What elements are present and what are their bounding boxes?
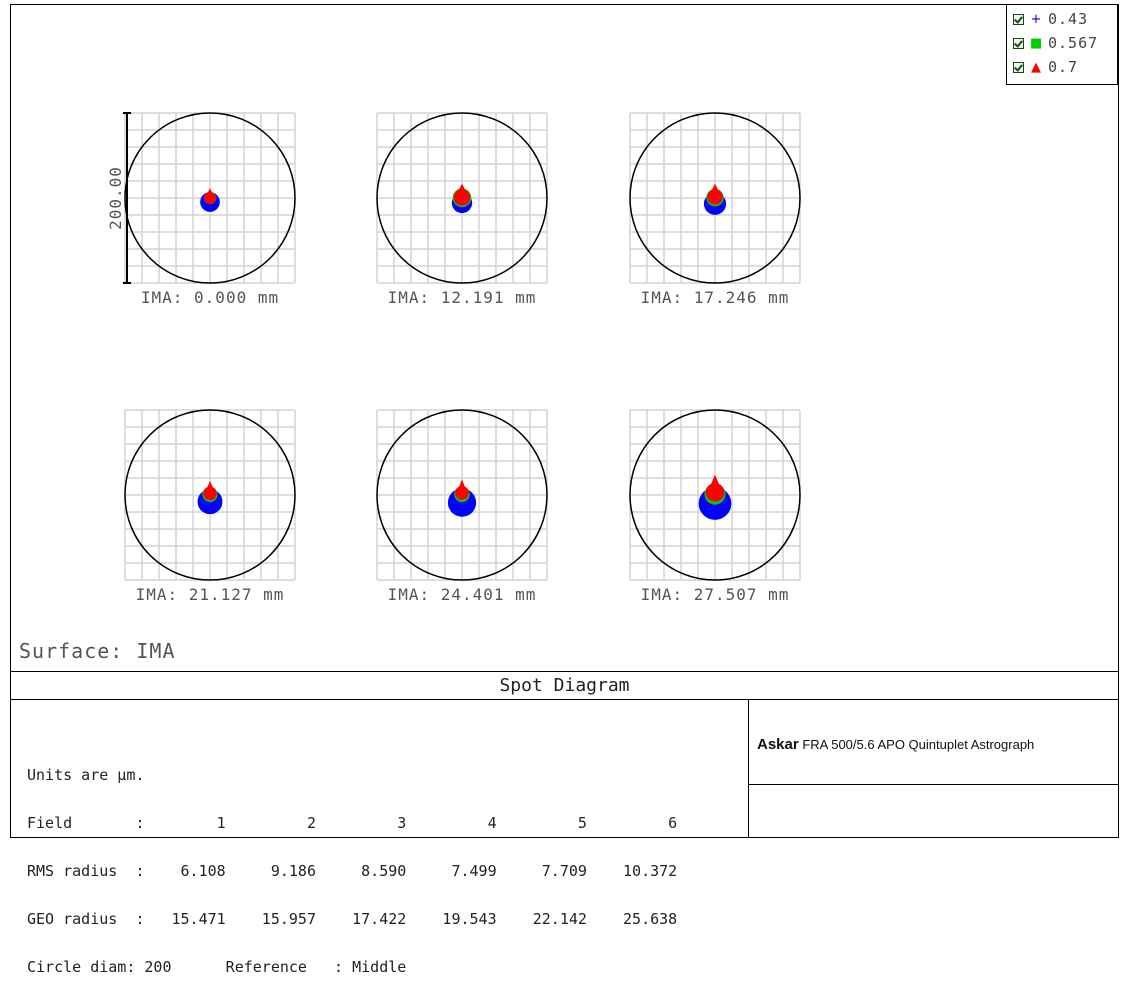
field-label: IMA: 24.401 mm [388,585,537,604]
reference-circle [376,112,548,284]
plus-marker-icon: + [1030,11,1042,27]
spot-red-flare [457,183,467,193]
field-label: IMA: 17.246 mm [641,288,790,307]
surface-label: Surface: IMA [19,639,176,663]
spot-red [453,189,471,206]
legend-label: 0.43 [1048,10,1089,28]
legend-label: 0.567 [1048,34,1099,52]
brand-label: Askar FRA 500/5.6 APO Quintuplet Astrogr… [757,736,1034,753]
legend-checkbox[interactable] [1013,13,1024,25]
legend-item-0.7[interactable]: ▲ 0.7 [1013,56,1078,78]
triangle-marker-icon: ▲ [1031,59,1041,75]
spot-red [204,192,216,204]
geo-radius-row: GEO radius : 15.471 15.957 17.422 19.543… [27,910,678,928]
spot-red [705,483,725,502]
legend-checkbox[interactable] [1013,61,1024,73]
spot-red [707,189,723,205]
brand-logo: Askar [757,736,799,753]
square-marker-icon: ■ [1030,35,1043,51]
legend-label: 0.7 [1048,58,1079,76]
units-line: Units are µm. [27,766,145,784]
rms-radius-row: RMS radius : 6.108 9.186 8.590 7.499 7.7… [27,862,678,880]
field-label: IMA: 27.507 mm [641,585,790,604]
spot-red-flare [206,481,214,490]
stats-block: Units are µm. Field : 1 2 3 4 5 6 RMS ra… [27,735,677,1007]
legend-checkbox[interactable] [1013,37,1024,49]
field-label: IMA: 21.127 mm [136,585,285,604]
field-label: IMA: 0.000 mm [141,288,279,307]
scale-bar-label: 200.00 [106,166,125,230]
brand-cell: Askar FRA 500/5.6 APO Quintuplet Astrogr… [749,700,1119,785]
legend-item-0.43[interactable]: + 0.43 [1013,8,1088,30]
reference-circle [124,112,296,284]
product-name: FRA 500/5.6 APO Quintuplet Astrograph [798,737,1035,752]
field-label: IMA: 12.191 mm [388,288,537,307]
spot-red [203,486,217,501]
reference-circle [629,409,801,581]
legend-item-0.567[interactable]: ■ 0.567 [1013,32,1098,54]
circle-reference-line: Circle diam: 200 Reference : Middle [27,958,407,976]
spot-red [455,485,469,500]
reference-circle [629,112,801,284]
spot-red-flare [458,479,466,489]
spot-red-flare [206,188,214,195]
info-panel: Spot Diagram Units are µm. Field : 1 2 3… [11,671,1119,975]
field-row: Field : 1 2 3 4 5 6 [27,814,678,832]
spot-red-flare [710,183,720,193]
title-block: Askar FRA 500/5.6 APO Quintuplet Astrogr… [748,700,1119,838]
spot-diagram-plot: IMA: 0.000 mm IMA: 12.191 mm IMA: 17.246 m… [106,112,801,604]
wavelength-legend: + 0.43 ■ 0.567 ▲ 0.7 [1006,5,1118,85]
chart-title: Spot Diagram [11,672,1118,700]
spot-red-flare [709,474,721,487]
reference-circle [376,409,548,581]
plot-window: IMA: 0.000 mm IMA: 12.191 mm IMA: 17.246 m… [10,4,1119,975]
reference-circle [124,409,296,581]
